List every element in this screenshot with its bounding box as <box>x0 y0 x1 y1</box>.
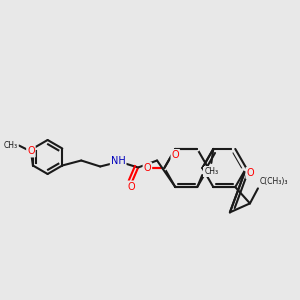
Text: O: O <box>172 150 179 160</box>
Text: O: O <box>144 163 151 173</box>
Text: CH₃: CH₃ <box>204 167 218 176</box>
Text: CH₃: CH₃ <box>203 168 218 177</box>
Text: C(CH₃)₃: C(CH₃)₃ <box>260 177 288 186</box>
Text: CH₃: CH₃ <box>4 141 18 150</box>
Text: O: O <box>27 146 35 157</box>
Text: O: O <box>127 182 135 191</box>
Text: NH: NH <box>111 157 125 166</box>
Text: O: O <box>246 168 254 178</box>
